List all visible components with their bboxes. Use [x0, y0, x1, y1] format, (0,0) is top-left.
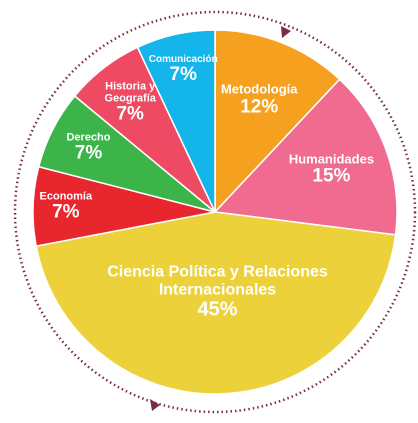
- value-label: 7%: [169, 63, 197, 85]
- slice-label: Comunicación 7%: [138, 54, 228, 86]
- value-label: 7%: [74, 142, 103, 164]
- slice-label: Derecho 7%: [54, 131, 124, 164]
- category-label: Derecho: [66, 131, 111, 144]
- category-label: Metodología: [220, 81, 298, 97]
- category-label: Comunicación: [148, 53, 218, 65]
- slice-label: Humanidades 15%: [276, 152, 386, 187]
- category-label: Economía: [39, 190, 93, 203]
- value-label: 15%: [312, 165, 351, 187]
- slice: [214, 29, 341, 214]
- category-label: Ciencia Política y Relaciones Internacio…: [107, 263, 328, 299]
- value-label: 12%: [240, 96, 279, 118]
- slice-label: Economía 7%: [31, 191, 101, 224]
- slice-label: Ciencia Política y Relaciones Internacio…: [83, 263, 353, 320]
- arrow-head: [150, 399, 160, 411]
- value-label: 7%: [116, 103, 144, 125]
- slice: [136, 29, 216, 213]
- category-label: Humanidades: [288, 151, 375, 167]
- slice: [35, 211, 397, 395]
- slice: [213, 78, 398, 236]
- value-label: 7%: [52, 201, 80, 223]
- category-label: Historia y Geografía: [104, 80, 156, 105]
- arrow-head: [281, 26, 291, 38]
- slice-label: Historia y Geografía 7%: [90, 80, 170, 125]
- slice-label: Metodología 12%: [204, 81, 314, 118]
- dotted-ring: [13, 10, 417, 414]
- value-label: 45%: [197, 298, 238, 321]
